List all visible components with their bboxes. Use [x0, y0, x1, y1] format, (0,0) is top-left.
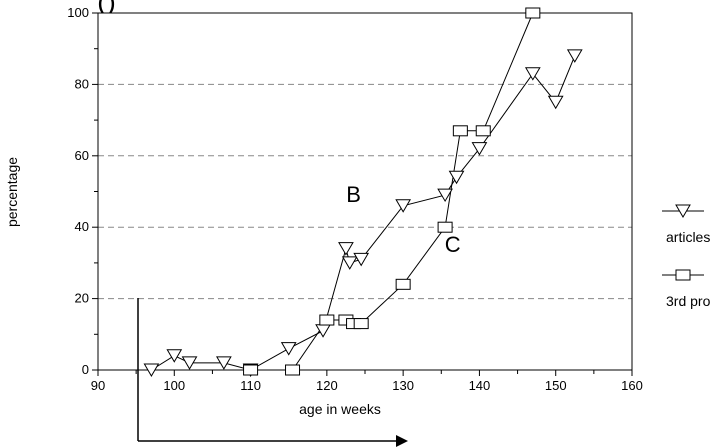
- markers: [143, 7, 583, 377]
- x-axis-label: age in weeks: [299, 401, 381, 417]
- chart-title-fragment: ( ): [98, 0, 115, 13]
- series-line-2: [250, 12, 534, 371]
- data-point: [566, 49, 583, 63]
- x-tick-label: 90: [91, 378, 105, 393]
- plot-frame: [97, 12, 633, 371]
- data-point: [319, 314, 335, 326]
- x-tick-label: 110: [240, 378, 261, 393]
- data-point: [243, 364, 259, 376]
- y-tick-label: 40: [75, 219, 89, 234]
- data-point: [437, 188, 453, 203]
- x-tick-label: 140: [469, 378, 491, 393]
- data-point: [547, 95, 564, 110]
- y-tick-label: 100: [67, 5, 89, 20]
- data-point: [166, 349, 183, 363]
- y-axis-label: percentage: [4, 157, 20, 227]
- legend-label: articles: [666, 229, 710, 245]
- legend-marker: [675, 269, 691, 281]
- x-tick-label: 130: [392, 378, 414, 393]
- data-point: [285, 364, 301, 376]
- x-tick-label: 150: [545, 378, 567, 393]
- data-point: [181, 356, 198, 370]
- x-tick-label: 120: [316, 378, 338, 393]
- annotation-label: B: [346, 182, 361, 207]
- data-point: [315, 324, 331, 338]
- x-tick-label: 160: [621, 378, 643, 393]
- data-point: [437, 221, 453, 233]
- y-tick-label: 20: [75, 291, 89, 306]
- y-tick-label: 0: [82, 362, 89, 377]
- data-point: [143, 363, 160, 377]
- y-tick-label: 80: [75, 76, 89, 91]
- data-point: [448, 170, 465, 185]
- data-point: [471, 142, 488, 156]
- data-point: [524, 67, 541, 81]
- data-point: [338, 242, 354, 256]
- legend-label: 3rd pro: [666, 293, 711, 309]
- y-tick-label: 60: [75, 148, 89, 163]
- annotations: BC: [346, 182, 461, 257]
- data-point: [395, 199, 412, 213]
- annotation-label: C: [445, 232, 461, 257]
- data-point: [395, 278, 411, 290]
- series-lines: [151, 12, 576, 371]
- legend-marker: [675, 204, 691, 218]
- grid: [98, 83, 632, 300]
- axes: 0 20 40 60 80 100 90 100 110 120 130 140 150 160: [67, 5, 643, 393]
- x-tick-label: 100: [163, 378, 185, 393]
- data-point: [216, 356, 232, 370]
- data-point: [353, 318, 369, 330]
- data-point: [475, 125, 491, 137]
- bracket-arrow: [137, 298, 408, 447]
- legend: articles 3rd pro: [662, 204, 711, 309]
- data-point: [280, 342, 297, 356]
- data-point: [525, 7, 541, 19]
- data-point: [353, 252, 370, 267]
- data-point: [452, 125, 468, 137]
- data-point: [341, 256, 358, 270]
